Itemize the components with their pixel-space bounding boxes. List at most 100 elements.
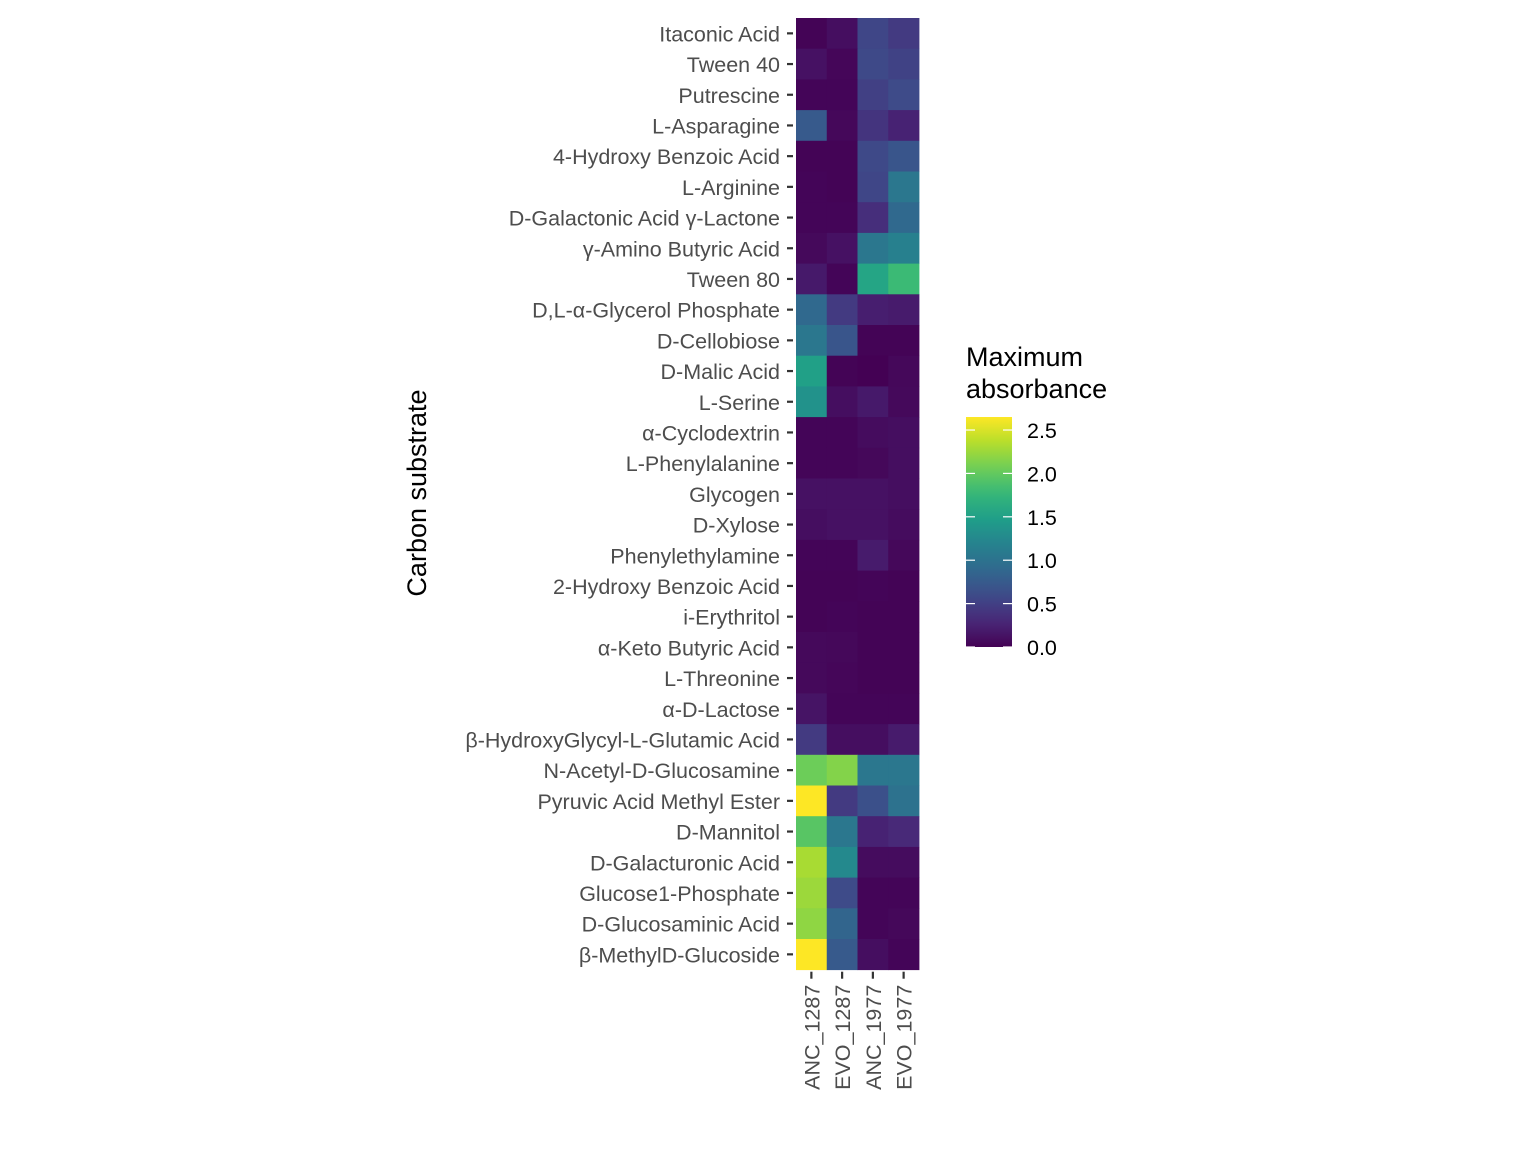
heatmap-cell xyxy=(796,202,828,234)
heatmap-cell xyxy=(888,939,920,971)
heatmap-cell xyxy=(857,417,889,449)
y-tick-label: D-Mannitol xyxy=(676,821,780,845)
heatmap-cell xyxy=(796,79,828,111)
heatmap-cell xyxy=(888,570,920,602)
heatmap-cell xyxy=(826,662,858,694)
heatmap-cell xyxy=(857,601,889,633)
heatmap-cell xyxy=(796,478,828,510)
heatmap-cell xyxy=(796,355,828,387)
y-tick-label: N-Acetyl-D-Glucosamine xyxy=(543,759,780,783)
y-tick-label: L-Arginine xyxy=(682,176,780,200)
heatmap-cell xyxy=(826,939,858,971)
heatmap-cell xyxy=(826,539,858,571)
heatmap-cell xyxy=(888,877,920,909)
y-tick-label: i-Erythritol xyxy=(683,606,780,630)
x-axis: ANC_1287 EVO_1287 ANC_1977 EVO_1977 xyxy=(800,971,917,1090)
y-tick-label: D-Xylose xyxy=(693,514,780,538)
heatmap-cell xyxy=(857,632,889,664)
heatmap-cell xyxy=(888,18,920,50)
heatmap-cell xyxy=(888,263,920,295)
heatmap-cell xyxy=(857,539,889,571)
heatmap-cell xyxy=(857,325,889,357)
y-tick-label: D-Glucosaminic Acid xyxy=(582,913,780,937)
heatmap-cell xyxy=(888,478,920,510)
heatmap-cell xyxy=(826,478,858,510)
y-tick-label: Putrescine xyxy=(678,84,780,108)
heatmap-cell xyxy=(826,724,858,756)
heatmap-cell xyxy=(796,386,828,418)
heatmap-cell xyxy=(857,294,889,326)
heatmap-cell xyxy=(826,509,858,541)
heatmap-cell xyxy=(826,570,858,602)
heatmap-cell xyxy=(888,724,920,756)
heatmap-cell xyxy=(826,232,858,264)
heatmap-cell xyxy=(796,632,828,664)
y-tick-label: Itaconic Acid xyxy=(659,22,780,46)
heatmap-cell xyxy=(888,846,920,878)
heatmap-cell xyxy=(796,785,828,817)
heatmap-cell xyxy=(888,601,920,633)
heatmap-cell xyxy=(888,171,920,203)
y-tick-label: α-Cyclodextrin xyxy=(642,421,780,445)
heatmap-cell xyxy=(857,816,889,848)
heatmap-cell xyxy=(796,939,828,971)
y-tick-label: γ-Amino Butyric Acid xyxy=(583,237,780,261)
heatmap-cell xyxy=(888,325,920,357)
heatmap-cell xyxy=(796,325,828,357)
heatmap-cell xyxy=(796,18,828,50)
legend-tick-label: 1.5 xyxy=(1027,506,1057,530)
y-tick-label: L-Threonine xyxy=(664,667,780,691)
heatmap-cell xyxy=(857,48,889,80)
heatmap-cell xyxy=(796,48,828,80)
heatmap-cell xyxy=(857,693,889,725)
y-tick-label: Tween 80 xyxy=(687,268,780,292)
y-tick-label: Phenylethylamine xyxy=(610,544,780,568)
y-tick-label: Glycogen xyxy=(689,483,780,507)
heatmap-cell xyxy=(796,816,828,848)
y-tick-label: β-HydroxyGlycyl-L-Glutamic Acid xyxy=(465,728,780,752)
heatmap-cell xyxy=(888,785,920,817)
heatmap-cell xyxy=(826,110,858,142)
heatmap-cell xyxy=(796,140,828,172)
y-axis: Itaconic Acid Tween 40 Putrescine L-Asparag… xyxy=(465,22,793,967)
heatmap-cell xyxy=(826,355,858,387)
heatmap-cells xyxy=(796,18,920,971)
x-tick-label: EVO_1977 xyxy=(893,985,917,1090)
heatmap-cell xyxy=(888,908,920,940)
y-tick-label: D-Cellobiose xyxy=(657,329,780,353)
y-axis-label: Carbon substrate xyxy=(402,389,432,596)
heatmap-cell xyxy=(796,754,828,786)
heatmap-cell xyxy=(888,140,920,172)
legend-tick-label: 0.5 xyxy=(1027,593,1057,617)
heatmap-cell xyxy=(857,570,889,602)
heatmap-cell xyxy=(796,601,828,633)
heatmap-cell xyxy=(857,79,889,111)
heatmap-cell xyxy=(826,171,858,203)
y-tick-label: D-Galactonic Acid γ-Lactone xyxy=(509,207,780,231)
y-tick-label: α-Keto Butyric Acid xyxy=(598,636,780,660)
legend-tick-label: 2.0 xyxy=(1027,462,1057,486)
heatmap-cell xyxy=(796,417,828,449)
heatmap-cell xyxy=(796,294,828,326)
heatmap-cell xyxy=(796,570,828,602)
heatmap-cell xyxy=(796,877,828,909)
heatmap-cell xyxy=(888,294,920,326)
heatmap-cell xyxy=(796,724,828,756)
heatmap-cell xyxy=(826,417,858,449)
heatmap-cell xyxy=(857,754,889,786)
heatmap-cell xyxy=(888,79,920,111)
y-tick-label: Pyruvic Acid Methyl Ester xyxy=(537,790,780,814)
legend-tick-label: 2.5 xyxy=(1027,419,1057,443)
heatmap-cell xyxy=(826,386,858,418)
legend-tick-label: 1.0 xyxy=(1027,549,1057,573)
heatmap-cell xyxy=(826,877,858,909)
heatmap-cell xyxy=(796,263,828,295)
y-tick-label: α-D-Lactose xyxy=(662,698,780,722)
heatmap-cell xyxy=(826,263,858,295)
heatmap-cell xyxy=(826,908,858,940)
heatmap-cell xyxy=(857,263,889,295)
heatmap-cell xyxy=(857,662,889,694)
heatmap-cell xyxy=(888,632,920,664)
y-tick-label: D-Malic Acid xyxy=(661,360,780,384)
heatmap-cell xyxy=(857,386,889,418)
